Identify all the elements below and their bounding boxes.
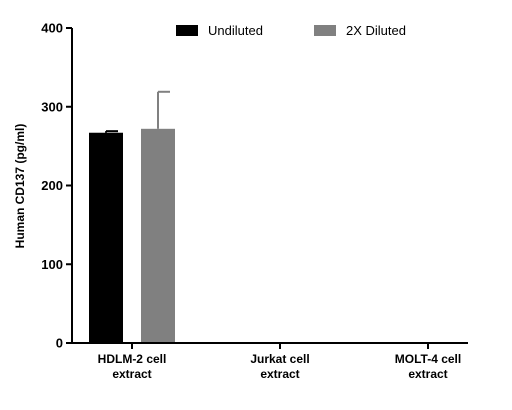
- y-tick-label: 100: [41, 257, 63, 272]
- bar: [141, 128, 175, 343]
- y-tick-label: 200: [41, 178, 63, 193]
- legend-label: Undiluted: [208, 23, 263, 38]
- y-tick-label: 0: [56, 336, 63, 351]
- x-tick-label: extract: [112, 367, 151, 381]
- legend-swatch: [314, 25, 336, 36]
- x-tick-label: Jurkat cell: [250, 352, 309, 366]
- y-axis: 0 100 200 300 400: [41, 21, 73, 351]
- x-tick-label: extract: [260, 367, 299, 381]
- x-tick-label: extract: [408, 367, 447, 381]
- y-tick-label: 400: [41, 21, 63, 36]
- x-tick-label: HDLM-2 cell: [98, 352, 167, 366]
- x-tick-label: MOLT-4 cell: [395, 352, 461, 366]
- error-bars: [105, 90, 170, 133]
- legend: Undiluted 2X Diluted: [176, 23, 406, 38]
- y-tick-label: 300: [41, 99, 63, 114]
- legend-swatch: [176, 25, 198, 36]
- bars: [89, 128, 175, 343]
- y-axis-title: Human CD137 (pg/ml): [13, 124, 27, 249]
- bar: [89, 132, 123, 343]
- legend-label: 2X Diluted: [346, 23, 406, 38]
